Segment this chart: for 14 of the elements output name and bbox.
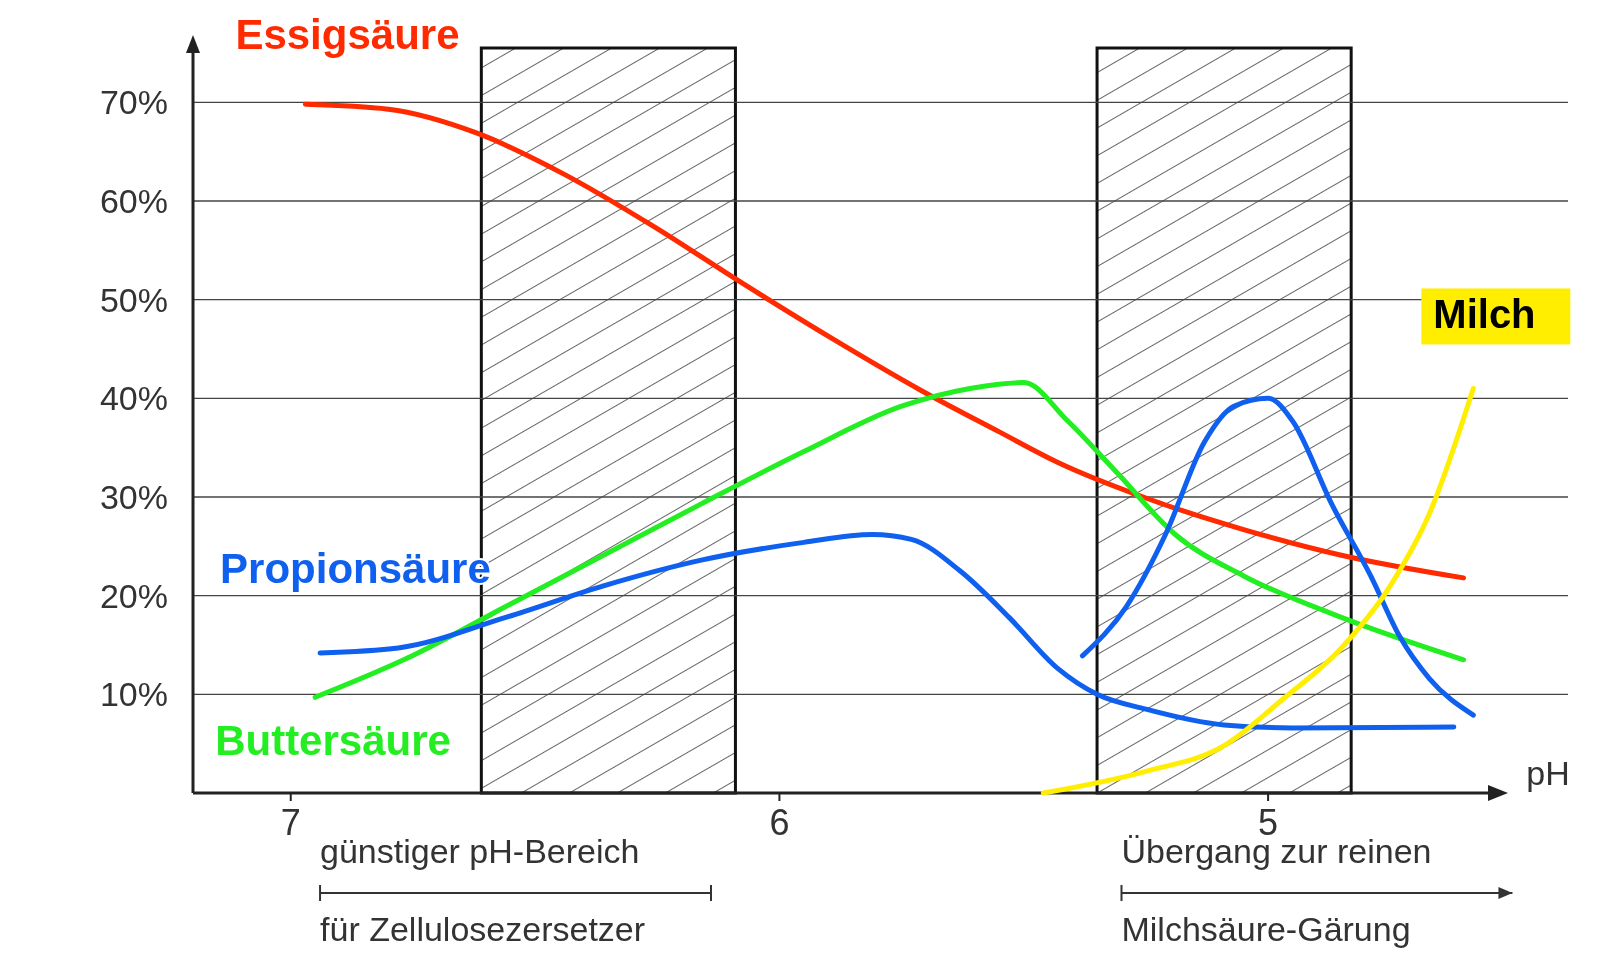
series-label: Essigsäure [235, 11, 460, 59]
x-tick-label: 6 [769, 802, 790, 843]
y-tick-label: 40% [99, 379, 168, 418]
y-tick-label: 50% [99, 280, 168, 319]
y-tick-label: 60% [99, 182, 168, 220]
y-tick-label: 20% [99, 576, 168, 615]
series-label: Milch [1433, 292, 1536, 337]
y-tick-label: 30% [99, 478, 168, 516]
series-label: Buttersäure [215, 717, 451, 765]
x-tick-label: 7 [280, 802, 301, 843]
x-axis-title: pH [1526, 754, 1570, 792]
text: günstiger pH-Bereich für Zellulosezersetzer [320, 832, 646, 948]
y-tick-label: 10% [99, 675, 168, 714]
y-tick-label: 70% [99, 83, 168, 122]
